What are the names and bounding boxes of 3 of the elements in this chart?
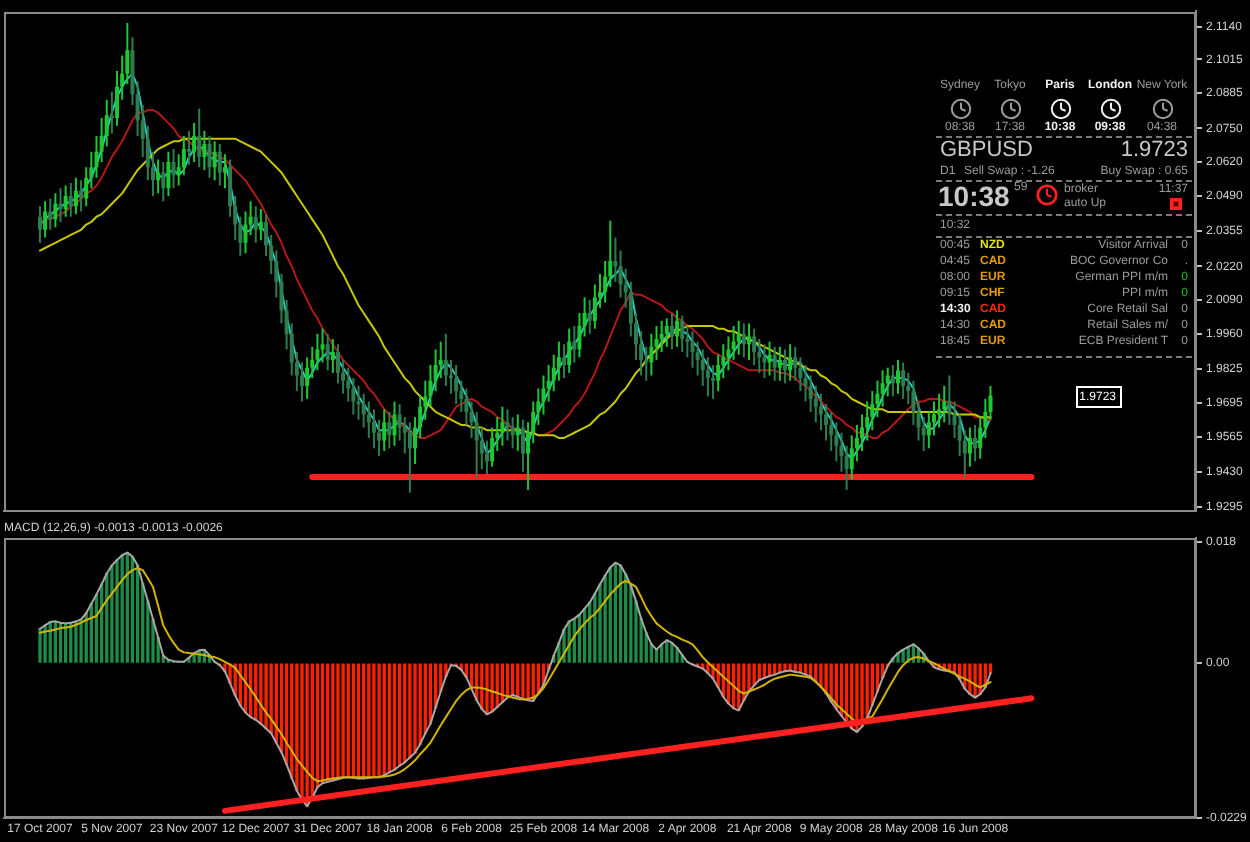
annotation: 10:38 — [938, 180, 1010, 212]
annotation: GBPUSD — [940, 138, 1033, 162]
text: 1.9723 — [1120, 138, 1188, 162]
